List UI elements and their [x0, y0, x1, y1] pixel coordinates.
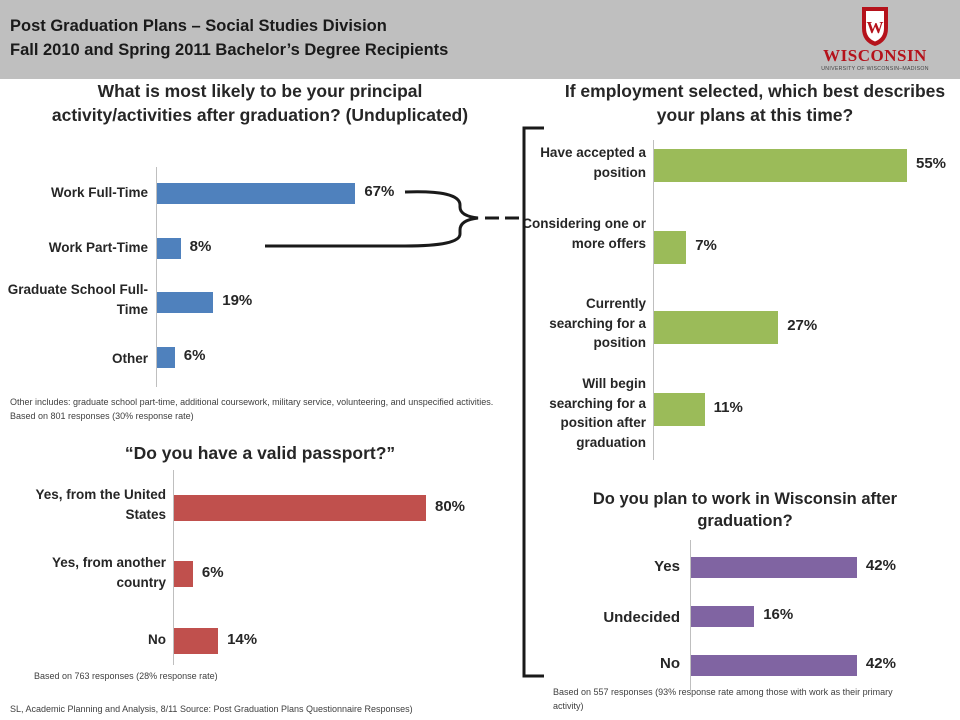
chart1-bar: [157, 291, 214, 313]
chart2-category-label: Considering one or more offers: [522, 216, 646, 251]
chart3-bar: [174, 628, 219, 654]
chart1-value-label: 19%: [222, 292, 253, 309]
chart4-category-label: No: [660, 655, 680, 672]
chart3-axis: [173, 470, 174, 665]
page-title-line2: Fall 2010 and Spring 2011 Bachelor’s Deg…: [10, 41, 449, 59]
chart1-category-label: Other: [111, 351, 148, 366]
chart4-category-label: Undecided: [603, 609, 680, 626]
chart1-bar: [157, 346, 175, 368]
chart3-title: “Do you have a valid passport?”: [124, 443, 396, 463]
chart3-value-label: 14%: [227, 631, 258, 648]
logo-wordmark: WISCONSIN: [823, 46, 927, 65]
chart1-category-label: Work Full-Time: [50, 185, 148, 200]
chart3-category-label: Yes, from another country: [51, 555, 166, 590]
chart4-bar: [691, 654, 857, 676]
logo-subtitle: UNIVERSITY OF WISCONSIN–MADISON: [821, 66, 929, 72]
chart4-bar: [691, 556, 857, 578]
chart1-category-label: Work Part-Time: [48, 240, 148, 255]
chart1-title: What is most likely to be your principal…: [51, 81, 469, 125]
chart4-title: Do you plan to work in Wisconsin after g…: [592, 490, 898, 531]
chart3-category-label: No: [148, 632, 166, 647]
chart2-value-label: 7%: [695, 237, 717, 254]
crest-letter: W: [867, 18, 884, 37]
chart2-bar: [654, 310, 779, 344]
chart4-value-label: 42%: [865, 557, 896, 574]
chart3-bar: [174, 561, 193, 587]
chart2-bar: [654, 392, 705, 426]
chart2-value-label: 11%: [713, 399, 743, 416]
chart1-bar: [157, 237, 181, 259]
chart1-value-label: 8%: [189, 238, 212, 255]
chart1-value-label: 67%: [364, 183, 395, 200]
chart3-category-label: Yes, from the United States: [35, 487, 166, 522]
chart1-axis: [156, 167, 157, 387]
crest-icon: W: [862, 7, 888, 46]
chart4-bar: [691, 605, 755, 627]
chart2-category-label: Currently searching for a position: [549, 296, 646, 351]
chart3-value-label: 6%: [201, 564, 224, 581]
chart1-category-label: Graduate School Full-Time: [7, 282, 148, 317]
chart4-value-label: 42%: [865, 655, 896, 672]
chart4-category-label: Yes: [654, 558, 680, 575]
footer-source: SL, Academic Planning and Analysis, 8/11…: [10, 704, 413, 714]
chart2-value-label: 27%: [787, 317, 818, 334]
right-bracket: [522, 126, 544, 678]
chart2-title: If employment selected, which best descr…: [564, 81, 946, 125]
chart1-bar: [157, 182, 356, 204]
chart3-value-label: 80%: [435, 498, 466, 515]
chart4-value-label: 16%: [763, 606, 794, 623]
university-logo: W WISCONSIN UNIVERSITY OF WISCONSIN–MADI…: [810, 4, 940, 76]
page-title-line1: Post Graduation Plans – Social Studies D…: [10, 17, 387, 35]
chart2-category-label: Will begin searching for a position afte…: [549, 376, 646, 450]
chart1-note: Other includes: graduate school part-tim…: [10, 397, 494, 421]
chart2-bar: [654, 230, 687, 264]
chart2-value-label: 55%: [916, 155, 947, 172]
chart2-axis: [653, 140, 654, 460]
left-brace: [265, 190, 479, 248]
chart2-bar: [654, 148, 907, 182]
chart4-note: Based on 557 responses (93% response rat…: [553, 687, 893, 711]
chart1-value-label: 6%: [183, 347, 206, 364]
chart3-bar: [174, 495, 426, 521]
chart2-category-label: Have accepted a position: [540, 145, 646, 180]
chart4-axis: [690, 540, 691, 690]
chart3-note: Based on 763 responses (28% response rat…: [34, 671, 218, 681]
header-band: [0, 0, 960, 79]
